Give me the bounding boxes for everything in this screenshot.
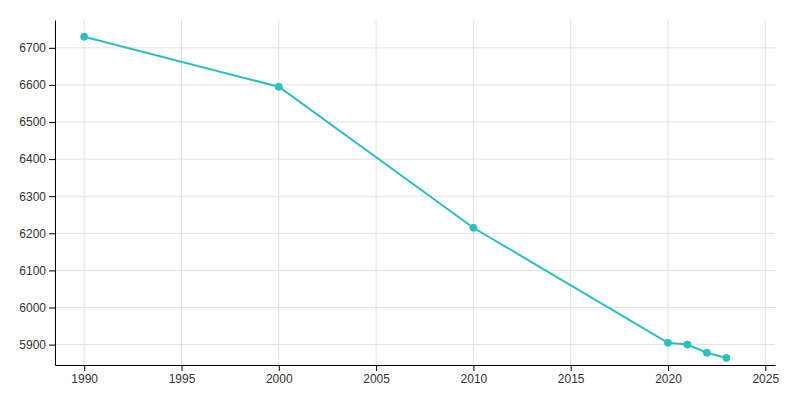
- marker: [684, 341, 691, 348]
- marker: [664, 339, 671, 346]
- tick: 5900: [19, 338, 55, 352]
- tick-mark: [49, 85, 55, 86]
- tick: 6100: [19, 264, 55, 278]
- tick-mark: [473, 365, 474, 371]
- tick: 2020: [655, 365, 682, 386]
- tick-label: 6200: [19, 227, 46, 241]
- tick-label: 5900: [19, 338, 46, 352]
- tick-mark: [279, 365, 280, 371]
- tick-label: 2020: [655, 372, 682, 386]
- tick-mark: [181, 365, 182, 371]
- tick: 6600: [19, 78, 55, 92]
- tick-mark: [571, 365, 572, 371]
- tick: 2015: [558, 365, 585, 386]
- axis-line: [56, 365, 776, 366]
- tick-label: 6100: [19, 264, 46, 278]
- tick: 2010: [461, 365, 488, 386]
- tick-mark: [49, 345, 55, 346]
- grid-line: [765, 20, 766, 365]
- tick-label: 2010: [461, 372, 488, 386]
- grid-line: [55, 47, 775, 48]
- marker: [703, 349, 710, 356]
- grid-line: [181, 20, 182, 365]
- grid-line: [55, 84, 775, 85]
- tick: 6200: [19, 227, 55, 241]
- tick: 1995: [169, 365, 196, 386]
- tick-label: 2025: [752, 372, 779, 386]
- tick-label: 2005: [363, 372, 390, 386]
- tick-mark: [376, 365, 377, 371]
- tick-mark: [668, 365, 669, 371]
- tick: 2000: [266, 365, 293, 386]
- plot: 1990 1995 2000 2005 2010 2015 2020 2025 5900 6000…: [19, 20, 779, 386]
- tick-mark: [49, 48, 55, 49]
- y-axis: 5900 6000 6100 6200 6300 6400 6500 6600 6700: [19, 21, 55, 366]
- tick-label: 6500: [19, 115, 46, 129]
- x-axis: 1990 1995 2000 2005 2010 2015 2020 2025: [56, 365, 780, 386]
- grid-line: [55, 270, 775, 271]
- tick: 6300: [19, 190, 55, 204]
- grid-line: [55, 122, 775, 123]
- marker: [470, 224, 477, 231]
- tick-mark: [49, 308, 55, 309]
- grid-line: [84, 20, 85, 365]
- tick: 2025: [752, 365, 779, 386]
- chart: 1990 1995 2000 2005 2010 2015 2020 2025 5900 6000…: [0, 0, 800, 400]
- tick-label: 6300: [19, 190, 46, 204]
- tick-mark: [49, 159, 55, 160]
- tick-label: 6000: [19, 301, 46, 315]
- tick: 6000: [19, 301, 55, 315]
- tick-mark: [49, 122, 55, 123]
- series: [81, 33, 730, 361]
- tick-label: 6400: [19, 152, 46, 166]
- tick: 1990: [71, 365, 98, 386]
- axis-line: [55, 21, 56, 366]
- tick: 2005: [363, 365, 390, 386]
- marker: [723, 354, 730, 361]
- grid: [55, 20, 775, 365]
- tick: 6400: [19, 152, 55, 166]
- tick-label: 1990: [71, 372, 98, 386]
- tick: 6700: [19, 41, 55, 55]
- grid-line: [570, 20, 571, 365]
- grid-line: [55, 159, 775, 160]
- grid-line: [55, 307, 775, 308]
- tick-mark: [49, 196, 55, 197]
- tick-mark: [49, 270, 55, 271]
- tick-label: 1995: [169, 372, 196, 386]
- grid-line: [55, 196, 775, 197]
- grid-line: [55, 233, 775, 234]
- tick-mark: [49, 233, 55, 234]
- tick-label: 6700: [19, 41, 46, 55]
- grid-line: [473, 20, 474, 365]
- marker: [81, 33, 88, 40]
- tick-mark: [84, 365, 85, 371]
- tick-label: 2015: [558, 372, 585, 386]
- grid-line: [278, 20, 279, 365]
- tick: 6500: [19, 115, 55, 129]
- line: [84, 37, 726, 358]
- marker: [275, 83, 282, 90]
- grid-line: [376, 20, 377, 365]
- tick-label: 6600: [19, 78, 46, 92]
- tick-mark: [765, 365, 766, 371]
- tick-label: 2000: [266, 372, 293, 386]
- grid-line: [667, 20, 668, 365]
